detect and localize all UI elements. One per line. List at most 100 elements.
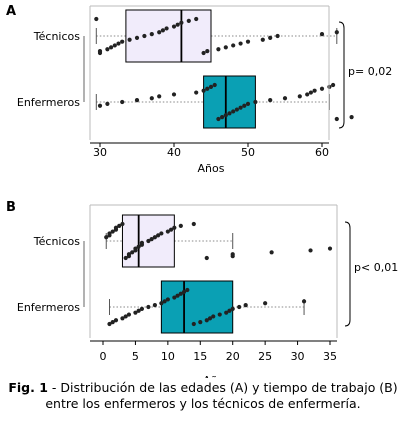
data-point-a-0-16 — [175, 22, 180, 27]
data-point-b-0-27 — [204, 255, 209, 261]
data-point-b-1-15 — [175, 293, 180, 298]
data-point-a-1-16 — [231, 109, 236, 114]
data-point-b-1-1 — [110, 320, 115, 325]
data-point-b-0-11 — [130, 250, 135, 255]
data-point-b-0-13 — [133, 246, 138, 251]
data-point-a-1-0 — [97, 103, 103, 108]
data-point-a-1-6 — [171, 92, 177, 97]
data-point-b-1-27 — [230, 306, 235, 311]
data-point-b-1-7 — [136, 308, 141, 313]
data-point-a-0-18 — [186, 18, 191, 23]
data-point-b-0-7 — [120, 221, 125, 227]
data-point-a-0-10 — [142, 33, 147, 39]
data-point-b-1-9 — [146, 304, 151, 310]
data-point-b-0-21 — [159, 231, 164, 236]
data-point-b-1-0 — [107, 321, 112, 327]
data-point-b-1-31 — [301, 299, 307, 304]
box-b-1 — [160, 280, 234, 334]
caption-label: Fig. 1 — [8, 380, 48, 395]
caption-text: - Distribución de las edades (A) y tiemp… — [45, 380, 398, 411]
data-point-a-0-15 — [171, 24, 177, 29]
data-point-b-1-10 — [152, 303, 157, 308]
x-tick-label-b-6: 30 — [291, 350, 305, 363]
data-point-b-1-29 — [243, 303, 248, 308]
data-point-b-0-32 — [327, 246, 333, 251]
data-point-a-0-28 — [268, 35, 273, 40]
data-point-b-1-5 — [126, 312, 132, 317]
data-point-a-0-11 — [149, 32, 154, 37]
data-point-b-0-23 — [169, 227, 174, 232]
data-point-a-1-31 — [334, 116, 339, 122]
data-point-a-1-8 — [201, 88, 206, 93]
x-axis-label-a: Años — [198, 162, 225, 175]
x-tick-label-b-7: 35 — [323, 350, 337, 363]
data-point-a-0-7 — [120, 39, 125, 44]
p-value-b: p< 0,01 — [354, 261, 398, 274]
data-point-a-0-30 — [319, 32, 325, 37]
data-point-b-1-16 — [178, 291, 183, 296]
data-point-b-1-19 — [191, 321, 196, 327]
data-point-b-0-26 — [191, 221, 196, 227]
data-point-a-1-23 — [282, 96, 288, 101]
data-point-b-1-18 — [185, 287, 190, 293]
data-point-a-1-1 — [105, 101, 110, 106]
x-axis-label-b: Años — [203, 374, 230, 378]
x-tick-label-b-2: 10 — [161, 350, 175, 363]
category-label-b-1: Enfermeros — [17, 301, 80, 314]
data-point-b-1-23 — [211, 314, 216, 319]
data-point-b-1-4 — [123, 314, 128, 319]
data-point-b-0-2 — [107, 231, 112, 236]
data-point-a-1-22 — [268, 98, 273, 103]
data-point-a-0-24 — [231, 43, 236, 48]
data-point-a-0-0 — [94, 16, 99, 22]
data-point-b-1-13 — [165, 297, 170, 302]
data-point-b-1-30 — [263, 301, 268, 306]
x-tick-label-b-5: 25 — [258, 350, 272, 363]
data-point-a-0-14 — [164, 26, 169, 31]
data-point-a-1-13 — [220, 115, 225, 120]
data-point-b-1-14 — [172, 295, 177, 300]
x-tick-label-a-3: 60 — [315, 146, 329, 159]
data-point-a-0-23 — [223, 45, 228, 50]
data-point-a-0-9 — [134, 35, 140, 40]
p-value-a: p= 0,02 — [348, 65, 392, 78]
data-point-a-1-32 — [349, 115, 354, 120]
data-point-b-1-12 — [162, 299, 167, 304]
category-label-a-1: Enfermeros — [17, 96, 80, 109]
data-point-a-0-6 — [116, 41, 121, 46]
data-point-a-1-24 — [297, 94, 302, 99]
data-point-b-0-30 — [269, 250, 274, 255]
data-point-a-1-7 — [194, 90, 199, 95]
data-point-a-1-21 — [253, 99, 258, 105]
data-point-a-0-19 — [194, 16, 199, 22]
significance-bracket-b — [344, 221, 351, 327]
x-tick-label-b-1: 5 — [132, 350, 139, 363]
data-point-b-1-21 — [204, 318, 209, 323]
category-label-a-0: Técnicos — [33, 30, 80, 43]
data-point-a-0-27 — [260, 37, 265, 42]
data-point-b-1-26 — [227, 308, 232, 313]
data-point-a-0-22 — [216, 47, 221, 52]
data-point-b-0-31 — [308, 248, 313, 253]
data-point-b-0-18 — [149, 237, 154, 242]
data-point-a-1-3 — [134, 98, 140, 103]
data-point-a-1-28 — [319, 86, 325, 91]
data-point-b-0-25 — [178, 223, 183, 228]
data-point-a-1-26 — [308, 90, 313, 95]
figure-caption: Fig. 1 - Distribución de las edades (A) … — [4, 380, 402, 412]
data-point-b-0-29 — [230, 252, 235, 257]
data-point-a-0-29 — [275, 33, 280, 39]
data-point-a-0-31 — [334, 30, 339, 35]
data-point-b-0-17 — [146, 238, 151, 244]
data-point-b-0-3 — [110, 229, 115, 234]
data-point-a-0-25 — [238, 41, 243, 46]
data-point-b-1-11 — [159, 301, 164, 306]
data-point-b-1-24 — [217, 312, 222, 317]
data-point-a-1-4 — [149, 96, 154, 101]
data-point-a-1-17 — [234, 107, 239, 112]
panel-label-b: B — [6, 200, 16, 215]
data-point-b-0-20 — [156, 233, 161, 238]
data-point-a-1-12 — [216, 116, 221, 122]
data-point-a-0-8 — [127, 37, 132, 42]
data-point-a-1-5 — [157, 94, 162, 99]
